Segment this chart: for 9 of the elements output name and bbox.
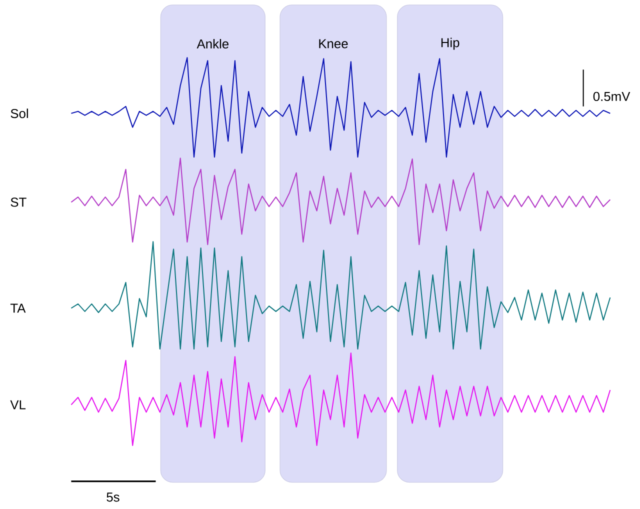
text: 5s bbox=[106, 492, 120, 502]
text: TA bbox=[10, 304, 26, 313]
annotation: 0.5mV bbox=[593, 92, 630, 101]
text: Hip bbox=[441, 38, 460, 50]
text: Sol bbox=[10, 108, 28, 118]
text: Ankle bbox=[196, 38, 229, 48]
text: Knee bbox=[319, 39, 348, 48]
text: ST bbox=[10, 198, 26, 207]
text: VL bbox=[10, 400, 26, 410]
